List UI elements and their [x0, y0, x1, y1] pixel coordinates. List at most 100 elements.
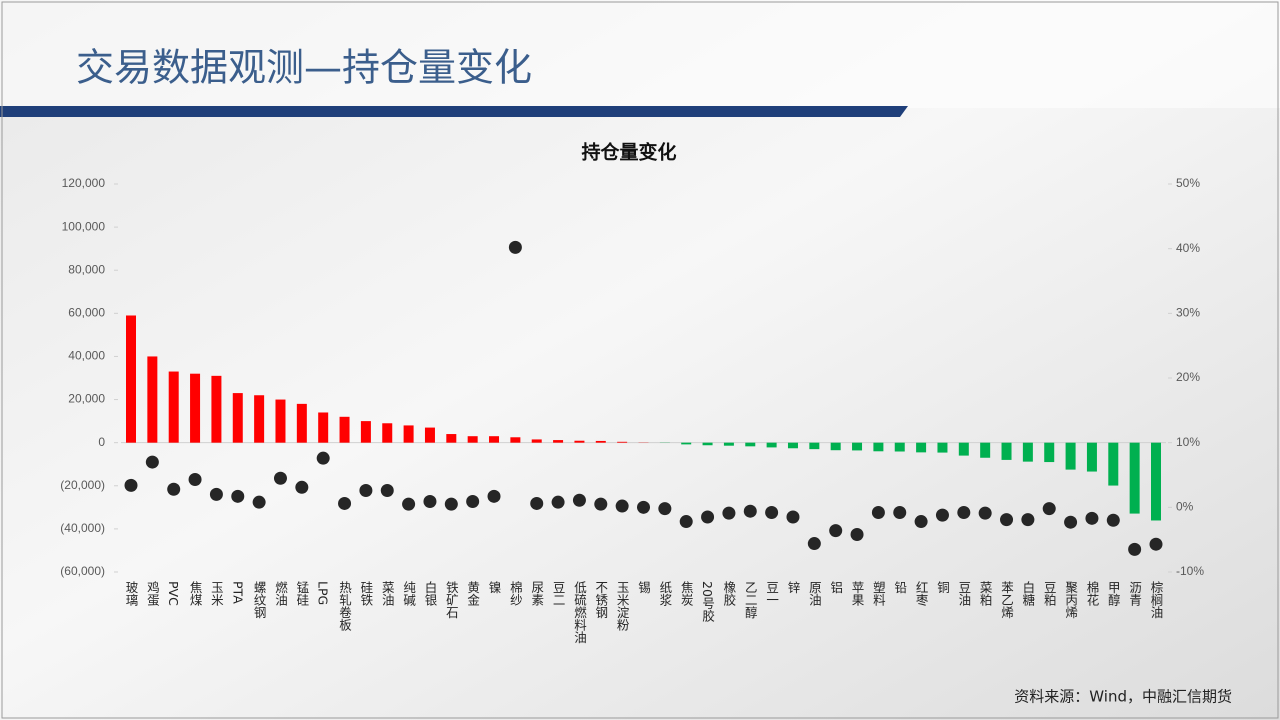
bar	[937, 442, 948, 453]
y2-tick-label: 40%	[1176, 241, 1200, 255]
dot	[487, 489, 501, 503]
dot	[679, 515, 693, 529]
bar	[745, 442, 756, 447]
dot	[1000, 513, 1014, 527]
bar	[681, 442, 692, 445]
dot	[658, 502, 672, 516]
bar	[531, 439, 542, 443]
dot	[252, 495, 266, 509]
bar	[403, 425, 414, 443]
bar	[254, 395, 265, 443]
bar	[574, 440, 585, 443]
dot	[1085, 511, 1099, 525]
x-tick-label: 聚丙烯	[1063, 581, 1078, 619]
dot	[167, 482, 181, 496]
x-tick-label: 豆一	[764, 581, 779, 606]
bar	[894, 442, 905, 452]
x-tick-label: 焦炭	[679, 581, 694, 607]
x-tick-label: 棉花	[1084, 581, 1099, 607]
bar	[1022, 442, 1033, 462]
y-tick-label: 20,000	[68, 392, 105, 406]
bar	[168, 371, 179, 443]
bar	[830, 442, 841, 451]
dot	[423, 495, 437, 509]
x-tick-label: 纸浆	[657, 581, 672, 606]
y2-tick-label: 50%	[1176, 176, 1200, 190]
y-tick-label: (60,000)	[60, 564, 105, 578]
dot	[209, 487, 223, 501]
dot	[1064, 515, 1078, 529]
x-tick-label: 镍	[487, 581, 502, 594]
dot	[786, 510, 800, 524]
bar	[873, 442, 884, 452]
dot	[295, 480, 309, 494]
bar	[489, 436, 500, 443]
header-rule	[0, 106, 908, 117]
dot	[701, 510, 715, 524]
x-tick-label: 热轧卷板	[337, 581, 352, 632]
x-tick-label: 尿素	[529, 581, 544, 606]
y2-tick-label: 30%	[1176, 306, 1200, 320]
dot	[935, 508, 949, 522]
y2-tick-label: 20%	[1176, 370, 1200, 384]
x-tick-label: 20号胶	[700, 581, 715, 622]
bar	[916, 442, 927, 453]
bar	[446, 434, 457, 443]
bar	[723, 442, 734, 446]
x-tick-label: 铁矿石	[444, 581, 459, 619]
y-tick-label: 80,000	[68, 262, 105, 276]
x-tick-label: 铅	[892, 581, 907, 594]
bar	[595, 440, 606, 443]
bar	[809, 442, 820, 450]
x-tick-label: 豆粕	[1042, 581, 1057, 606]
y-tick-label: 100,000	[62, 219, 106, 233]
bar	[1129, 442, 1140, 514]
x-tick-label: 原油	[807, 581, 822, 606]
bar	[702, 442, 713, 446]
x-tick-label: 螺纹钢	[252, 581, 267, 619]
x-tick-label: PVC	[166, 581, 181, 606]
x-tick-label: 乙二醇	[743, 581, 758, 619]
bar	[339, 416, 350, 443]
y2-tick-label: 10%	[1176, 435, 1200, 449]
bar	[211, 375, 222, 443]
bar	[275, 399, 286, 443]
x-tick-label: 纯碱	[401, 581, 416, 607]
x-tick-label: 橡胶	[721, 581, 736, 607]
x-tick-label: 白糖	[1020, 580, 1035, 607]
bar	[360, 421, 371, 443]
x-tick-label: 菜粕	[978, 581, 993, 606]
y-tick-label: (40,000)	[60, 521, 105, 535]
bar	[1065, 442, 1076, 470]
header-band	[0, 0, 1280, 108]
dot	[444, 497, 458, 511]
y2-tick-label: -10%	[1176, 564, 1204, 578]
dot	[765, 506, 779, 520]
dot	[914, 515, 928, 529]
x-tick-label: 沥青	[1127, 581, 1142, 607]
x-tick-label: 苹果	[850, 581, 865, 606]
bar	[1086, 442, 1097, 472]
bar	[1108, 442, 1119, 486]
x-tick-label: 燃油	[273, 580, 288, 606]
dot	[1106, 513, 1120, 527]
dot	[530, 496, 544, 510]
x-tick-label: 黄金	[465, 581, 480, 606]
dot	[978, 506, 992, 520]
dot	[359, 484, 373, 498]
x-tick-label: 铝	[828, 580, 843, 594]
bar	[1151, 442, 1161, 521]
bar	[980, 442, 991, 458]
x-tick-label: 锰硅	[294, 580, 309, 606]
y-tick-label: 120,000	[62, 176, 106, 190]
x-tick-label: 硅铁	[358, 581, 373, 606]
x-tick-label: 豆二	[551, 581, 566, 606]
dot	[637, 500, 650, 514]
bar	[318, 412, 329, 443]
y2-tick-label: 0%	[1176, 500, 1194, 514]
dot	[402, 497, 416, 511]
dot	[615, 499, 629, 513]
dot	[743, 504, 757, 518]
